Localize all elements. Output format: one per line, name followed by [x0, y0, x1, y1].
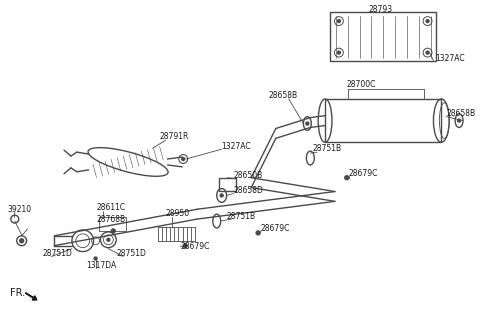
Text: 39210: 39210 — [8, 205, 32, 214]
Circle shape — [256, 231, 260, 235]
Circle shape — [337, 19, 340, 23]
Bar — [219, 178, 237, 190]
Circle shape — [426, 19, 429, 23]
Circle shape — [220, 194, 223, 197]
Text: 28751D: 28751D — [116, 249, 146, 258]
Text: 1327AC: 1327AC — [222, 142, 252, 151]
Text: 28679C: 28679C — [260, 225, 289, 234]
Circle shape — [94, 257, 97, 260]
Text: 28751B: 28751B — [312, 144, 341, 153]
Bar — [325, 99, 441, 142]
Text: 1327AC: 1327AC — [435, 54, 465, 63]
Text: 28679C: 28679C — [180, 242, 210, 251]
FancyArrow shape — [25, 293, 37, 300]
Bar — [98, 217, 126, 231]
Circle shape — [182, 158, 185, 160]
Text: 28751B: 28751B — [227, 211, 256, 221]
Circle shape — [111, 229, 115, 233]
Circle shape — [337, 51, 340, 54]
Circle shape — [306, 122, 309, 125]
Text: 28793: 28793 — [369, 5, 393, 14]
Text: 28768B: 28768B — [96, 215, 126, 224]
Circle shape — [107, 238, 110, 241]
Text: 28950: 28950 — [166, 209, 190, 218]
Circle shape — [20, 239, 24, 243]
Text: 28791R: 28791R — [159, 132, 189, 141]
Circle shape — [426, 51, 429, 54]
Text: 28658B: 28658B — [269, 92, 298, 100]
Text: 28751D: 28751D — [42, 249, 72, 258]
Text: 28658D: 28658D — [233, 186, 264, 195]
Circle shape — [457, 119, 460, 122]
Circle shape — [183, 244, 187, 248]
Circle shape — [345, 176, 349, 180]
Text: FR.: FR. — [10, 288, 25, 298]
Text: 28679C: 28679C — [349, 169, 378, 178]
Text: 28658B: 28658B — [446, 109, 475, 118]
Text: 28650B: 28650B — [233, 171, 263, 180]
Bar — [330, 12, 436, 62]
Text: 1317DA: 1317DA — [87, 261, 117, 270]
Text: 28700C: 28700C — [347, 80, 376, 89]
Text: 28611C: 28611C — [96, 203, 126, 212]
